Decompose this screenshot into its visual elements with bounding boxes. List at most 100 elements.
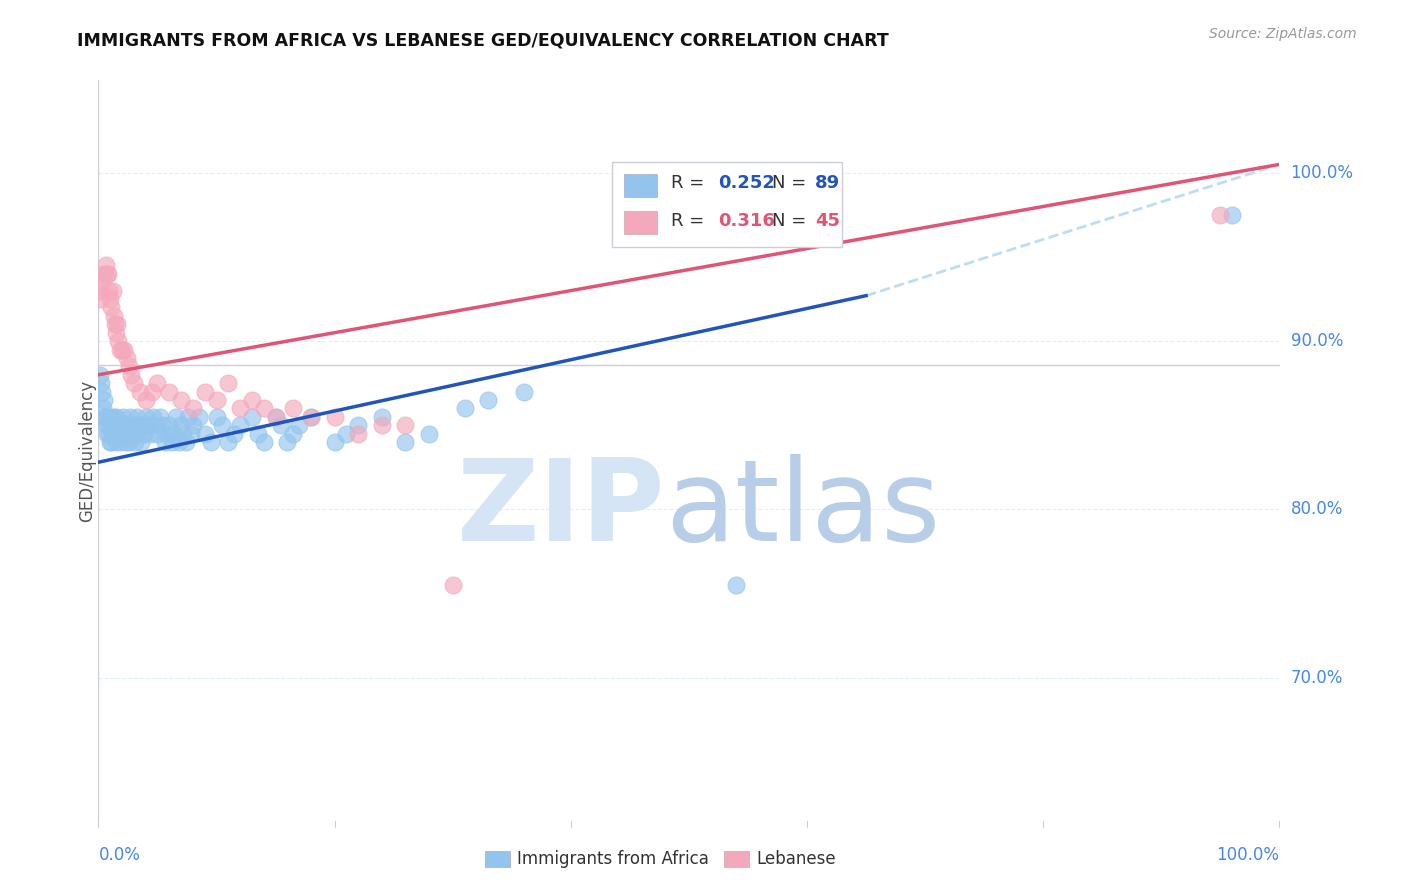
Point	[132, 418, 155, 433]
Point	[98, 435, 121, 450]
Text: R =: R =	[671, 174, 710, 192]
Point	[97, 418, 120, 433]
Point	[299, 409, 322, 424]
Point	[1220, 208, 1243, 222]
Text: 100.0%: 100.0%	[1216, 846, 1279, 863]
Point	[264, 409, 287, 424]
Point	[229, 418, 252, 433]
Point	[103, 309, 125, 323]
Point	[91, 275, 114, 289]
Point	[512, 384, 534, 399]
Bar	[624, 174, 657, 196]
Point	[205, 409, 228, 424]
Point	[96, 426, 118, 441]
Point	[1209, 208, 1232, 222]
Point	[477, 392, 499, 407]
Point	[105, 318, 128, 332]
Point	[90, 292, 112, 306]
Point	[103, 409, 125, 424]
Point	[125, 426, 148, 441]
Point	[200, 435, 222, 450]
Point	[347, 418, 370, 433]
Point	[205, 392, 228, 407]
Bar	[624, 211, 657, 234]
Point	[89, 368, 111, 382]
Point	[117, 426, 139, 441]
Point	[112, 409, 135, 424]
Point	[335, 426, 357, 441]
Point	[115, 418, 138, 433]
Point	[170, 392, 193, 407]
Point	[124, 435, 146, 450]
Point	[150, 418, 173, 433]
Point	[101, 284, 124, 298]
Point	[93, 267, 115, 281]
Point	[441, 578, 464, 592]
Text: R =: R =	[671, 212, 710, 230]
Point	[135, 392, 157, 407]
Point	[135, 409, 157, 424]
Point	[149, 409, 172, 424]
Point	[134, 426, 156, 441]
Point	[110, 426, 132, 441]
Point	[90, 376, 112, 391]
Point	[98, 426, 121, 441]
Point	[107, 418, 129, 433]
Point	[270, 418, 292, 433]
Point	[105, 435, 128, 450]
Text: N =: N =	[772, 212, 811, 230]
Point	[180, 426, 202, 441]
Point	[146, 426, 169, 441]
Point	[217, 376, 239, 391]
Point	[217, 435, 239, 450]
Point	[181, 401, 204, 416]
Point	[146, 376, 169, 391]
Point	[394, 418, 416, 433]
Point	[127, 409, 149, 424]
Point	[139, 426, 162, 441]
Text: Source: ZipAtlas.com: Source: ZipAtlas.com	[1209, 27, 1357, 41]
Point	[283, 426, 305, 441]
Point	[453, 401, 475, 416]
Point	[299, 409, 322, 424]
Point	[112, 343, 135, 357]
Y-axis label: GED/Equivalency: GED/Equivalency	[79, 379, 96, 522]
Point	[211, 418, 233, 433]
Text: 89: 89	[815, 174, 841, 192]
Point	[115, 351, 138, 365]
Point	[121, 368, 143, 382]
Point	[128, 384, 150, 399]
Point	[240, 409, 263, 424]
Point	[93, 409, 115, 424]
Point	[224, 426, 246, 441]
Point	[253, 435, 276, 450]
Point	[264, 409, 287, 424]
Point	[120, 409, 142, 424]
Point	[253, 401, 276, 416]
Text: ZIP: ZIP	[457, 454, 665, 566]
Point	[163, 426, 186, 441]
Point	[112, 426, 135, 441]
Point	[105, 426, 128, 441]
Point	[141, 384, 163, 399]
Point	[111, 343, 134, 357]
Point	[107, 334, 129, 348]
Point	[394, 435, 416, 450]
Text: 90.0%: 90.0%	[1291, 332, 1343, 350]
Text: N =: N =	[772, 174, 811, 192]
Point	[323, 409, 346, 424]
Point	[323, 435, 346, 450]
Point	[101, 426, 124, 441]
Text: 0.252: 0.252	[718, 174, 775, 192]
Point	[142, 409, 165, 424]
Point	[170, 418, 193, 433]
Point	[122, 376, 145, 391]
Point	[91, 384, 114, 399]
Text: 70.0%: 70.0%	[1291, 669, 1343, 687]
Point	[157, 418, 180, 433]
Point	[157, 384, 180, 399]
Point	[111, 418, 134, 433]
Text: Immigrants from Africa: Immigrants from Africa	[517, 850, 709, 868]
Text: IMMIGRANTS FROM AFRICA VS LEBANESE GED/EQUIVALENCY CORRELATION CHART: IMMIGRANTS FROM AFRICA VS LEBANESE GED/E…	[77, 31, 889, 49]
Point	[143, 418, 166, 433]
